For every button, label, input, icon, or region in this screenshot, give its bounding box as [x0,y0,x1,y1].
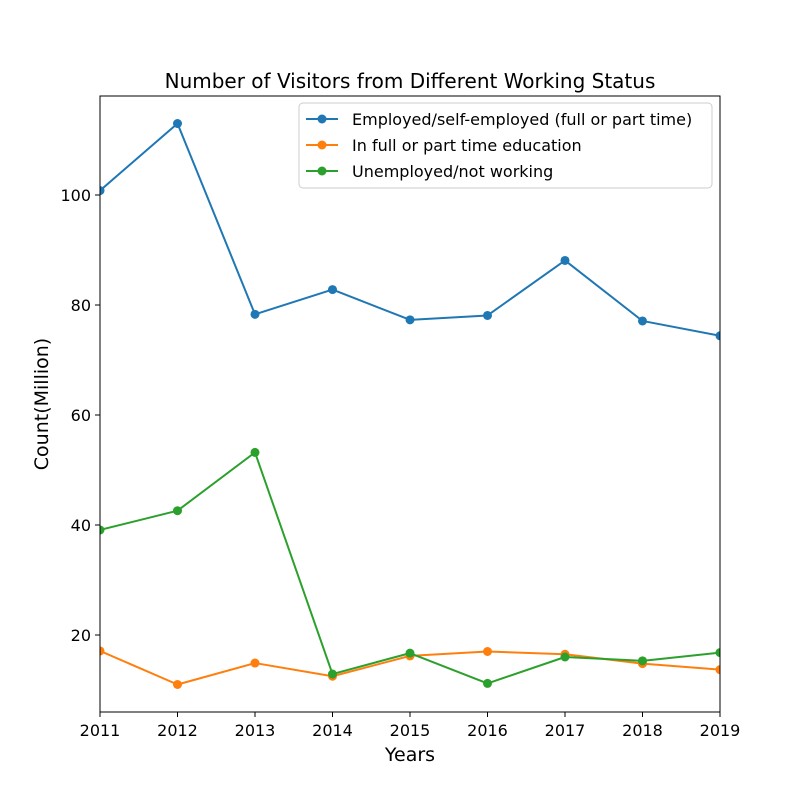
data-point [405,315,415,325]
legend-marker [317,140,327,150]
legend-item: In full or part time education [306,136,582,155]
data-point [405,648,415,658]
x-tick-label: 2017 [545,721,586,740]
data-point [328,285,337,295]
y-axis-label: Count(Million) [31,338,53,470]
data-point [715,648,720,658]
data-point [483,310,492,320]
data-point [715,665,720,675]
plot-area [100,119,720,689]
y-tick-label: 40 [71,516,91,535]
data-point [250,658,260,668]
data-point [250,309,260,319]
y-tick-label: 80 [71,296,91,315]
data-point [560,255,570,265]
legend-item: Employed/self-employed (full or part tim… [306,110,692,129]
legend-label: Employed/self-employed (full or part tim… [352,110,692,129]
series-1 [100,119,720,341]
x-axis: 2011 2012 2013 2014 2015 2016 2017 2018 2019 [80,712,741,740]
x-tick-label: 2013 [235,721,276,740]
legend-marker [317,114,327,124]
y-tick-label: 20 [71,626,91,645]
x-tick-label: 2016 [467,721,508,740]
x-tick-label: 2012 [157,721,198,740]
y-tick-label: 100 [60,186,91,205]
data-point [483,647,492,656]
data-point [638,656,647,666]
data-point [483,678,492,688]
data-point [173,506,182,516]
data-point [250,447,260,457]
legend: Employed/self-employed (full or part tim… [298,102,713,189]
y-axis: 20 40 60 80 100 [60,186,100,645]
x-tick-label: 2015 [390,721,431,740]
x-axis-label: Years [384,744,435,766]
data-point [173,119,182,128]
series-3 [100,447,720,688]
legend-item: Unemployed/not working [306,162,553,181]
data-point [715,331,720,341]
legend-label: In full or part time education [352,136,582,155]
data-point [638,316,647,326]
data-point [328,669,337,679]
x-tick-label: 2019 [700,721,741,740]
legend-label: Unemployed/not working [352,162,553,181]
x-tick-label: 2018 [622,721,663,740]
data-point [100,525,105,535]
data-point [173,680,182,689]
legend-frame [298,102,713,189]
y-tick-label: 60 [71,406,91,425]
data-point [100,646,105,656]
x-tick-label: 2011 [80,721,121,740]
chart-title: Number of Visitors from Different Workin… [165,69,656,93]
data-point [100,186,105,196]
legend-marker [317,166,327,176]
x-tick-label: 2014 [312,721,353,740]
data-point [560,652,570,662]
